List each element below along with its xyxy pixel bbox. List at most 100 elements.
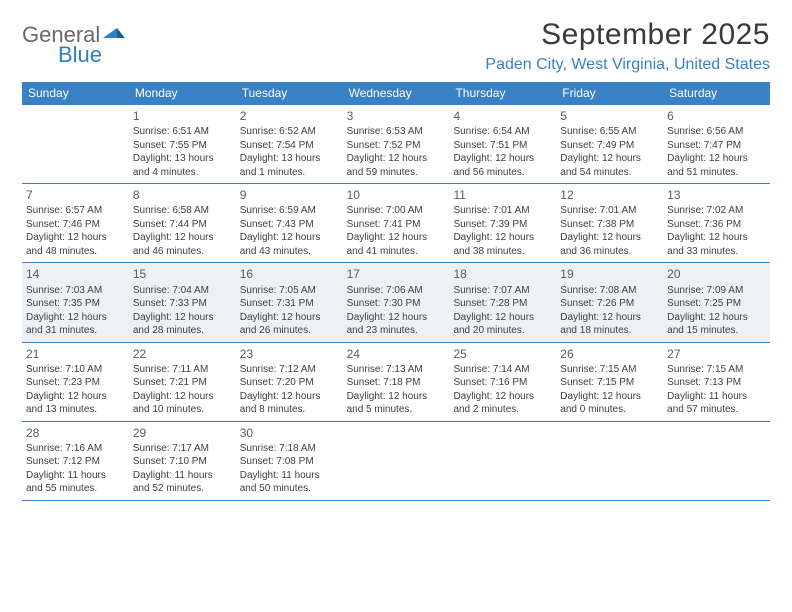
day-number: 1 (133, 108, 232, 124)
day-cell: 29Sunrise: 7:17 AMSunset: 7:10 PMDayligh… (129, 422, 236, 500)
day-details: Sunrise: 6:56 AMSunset: 7:47 PMDaylight:… (667, 125, 766, 179)
dow-cell: Saturday (663, 82, 770, 105)
dow-cell: Tuesday (236, 82, 343, 105)
day-cell: 21Sunrise: 7:10 AMSunset: 7:23 PMDayligh… (22, 343, 129, 421)
sunset-text: Sunset: 7:30 PM (347, 297, 446, 311)
sunrise-text: Sunrise: 6:56 AM (667, 125, 766, 139)
day-cell-empty (449, 422, 556, 500)
sunset-text: Sunset: 7:16 PM (453, 376, 552, 390)
sunrise-text: Sunrise: 6:52 AM (240, 125, 339, 139)
brand-text: General Blue (22, 24, 125, 66)
sunrise-text: Sunrise: 7:15 AM (667, 363, 766, 377)
day-details: Sunrise: 7:07 AMSunset: 7:28 PMDaylight:… (453, 284, 552, 338)
sunrise-text: Sunrise: 7:06 AM (347, 284, 446, 298)
brand-line2: Blue (58, 44, 125, 66)
sunset-text: Sunset: 7:54 PM (240, 139, 339, 153)
flag-icon (103, 24, 125, 46)
sunrise-text: Sunrise: 7:18 AM (240, 442, 339, 456)
sunrise-text: Sunrise: 7:02 AM (667, 204, 766, 218)
day-cell: 25Sunrise: 7:14 AMSunset: 7:16 PMDayligh… (449, 343, 556, 421)
daylight-text: Daylight: 12 hours and 36 minutes. (560, 231, 659, 258)
day-details: Sunrise: 7:01 AMSunset: 7:39 PMDaylight:… (453, 204, 552, 258)
sunrise-text: Sunrise: 7:08 AM (560, 284, 659, 298)
day-number: 20 (667, 266, 766, 282)
sunset-text: Sunset: 7:08 PM (240, 455, 339, 469)
sunrise-text: Sunrise: 7:16 AM (26, 442, 125, 456)
day-number: 17 (347, 266, 446, 282)
day-number: 6 (667, 108, 766, 124)
sunset-text: Sunset: 7:31 PM (240, 297, 339, 311)
sunset-text: Sunset: 7:43 PM (240, 218, 339, 232)
sunrise-text: Sunrise: 7:00 AM (347, 204, 446, 218)
sunrise-text: Sunrise: 7:12 AM (240, 363, 339, 377)
day-number: 26 (560, 346, 659, 362)
sunrise-text: Sunrise: 7:03 AM (26, 284, 125, 298)
day-details: Sunrise: 7:04 AMSunset: 7:33 PMDaylight:… (133, 284, 232, 338)
day-cell: 23Sunrise: 7:12 AMSunset: 7:20 PMDayligh… (236, 343, 343, 421)
sunrise-text: Sunrise: 6:53 AM (347, 125, 446, 139)
day-details: Sunrise: 6:57 AMSunset: 7:46 PMDaylight:… (26, 204, 125, 258)
daylight-text: Daylight: 12 hours and 51 minutes. (667, 152, 766, 179)
daylight-text: Daylight: 12 hours and 54 minutes. (560, 152, 659, 179)
day-number: 9 (240, 187, 339, 203)
dow-cell: Wednesday (343, 82, 450, 105)
day-cell: 22Sunrise: 7:11 AMSunset: 7:21 PMDayligh… (129, 343, 236, 421)
daylight-text: Daylight: 12 hours and 28 minutes. (133, 311, 232, 338)
daylight-text: Daylight: 12 hours and 41 minutes. (347, 231, 446, 258)
day-number: 10 (347, 187, 446, 203)
daylight-text: Daylight: 12 hours and 8 minutes. (240, 390, 339, 417)
sunset-text: Sunset: 7:15 PM (560, 376, 659, 390)
day-details: Sunrise: 7:17 AMSunset: 7:10 PMDaylight:… (133, 442, 232, 496)
sunrise-text: Sunrise: 6:59 AM (240, 204, 339, 218)
daylight-text: Daylight: 12 hours and 15 minutes. (667, 311, 766, 338)
dow-cell: Thursday (449, 82, 556, 105)
week-row: 14Sunrise: 7:03 AMSunset: 7:35 PMDayligh… (22, 263, 770, 342)
day-cell-empty (663, 422, 770, 500)
dow-header-row: SundayMondayTuesdayWednesdayThursdayFrid… (22, 82, 770, 105)
sunset-text: Sunset: 7:51 PM (453, 139, 552, 153)
day-number: 29 (133, 425, 232, 441)
day-details: Sunrise: 7:09 AMSunset: 7:25 PMDaylight:… (667, 284, 766, 338)
sunset-text: Sunset: 7:12 PM (26, 455, 125, 469)
day-cell: 1Sunrise: 6:51 AMSunset: 7:55 PMDaylight… (129, 105, 236, 183)
day-cell: 28Sunrise: 7:16 AMSunset: 7:12 PMDayligh… (22, 422, 129, 500)
day-number: 12 (560, 187, 659, 203)
day-number: 4 (453, 108, 552, 124)
day-details: Sunrise: 6:53 AMSunset: 7:52 PMDaylight:… (347, 125, 446, 179)
day-cell: 15 Sunrise: 7:04 AMSunset: 7:33 PMDayligh… (129, 263, 236, 341)
daylight-text: Daylight: 12 hours and 46 minutes. (133, 231, 232, 258)
daylight-text: Daylight: 12 hours and 59 minutes. (347, 152, 446, 179)
sunset-text: Sunset: 7:20 PM (240, 376, 339, 390)
day-number: 23 (240, 346, 339, 362)
day-number: 15 (133, 266, 232, 282)
day-cell: 16Sunrise: 7:05 AMSunset: 7:31 PMDayligh… (236, 263, 343, 341)
sunset-text: Sunset: 7:33 PM (133, 297, 232, 311)
day-number: 22 (133, 346, 232, 362)
day-number: 3 (347, 108, 446, 124)
sunrise-text: Sunrise: 6:58 AM (133, 204, 232, 218)
daylight-text: Daylight: 12 hours and 31 minutes. (26, 311, 125, 338)
day-details: Sunrise: 6:52 AMSunset: 7:54 PMDaylight:… (240, 125, 339, 179)
sunset-text: Sunset: 7:39 PM (453, 218, 552, 232)
daylight-text: Daylight: 13 hours and 4 minutes. (133, 152, 232, 179)
day-number: 8 (133, 187, 232, 203)
sunrise-text: Sunrise: 6:54 AM (453, 125, 552, 139)
day-cell: 30Sunrise: 7:18 AMSunset: 7:08 PMDayligh… (236, 422, 343, 500)
sunset-text: Sunset: 7:52 PM (347, 139, 446, 153)
day-cell: 14Sunrise: 7:03 AMSunset: 7:35 PMDayligh… (22, 263, 129, 341)
daylight-text: Daylight: 12 hours and 2 minutes. (453, 390, 552, 417)
day-details: Sunrise: 7:14 AMSunset: 7:16 PMDaylight:… (453, 363, 552, 417)
sunset-text: Sunset: 7:25 PM (667, 297, 766, 311)
daylight-text: Daylight: 12 hours and 23 minutes. (347, 311, 446, 338)
day-cell: 24Sunrise: 7:13 AMSunset: 7:18 PMDayligh… (343, 343, 450, 421)
dow-cell: Friday (556, 82, 663, 105)
day-cell: 10Sunrise: 7:00 AMSunset: 7:41 PMDayligh… (343, 184, 450, 262)
day-details: Sunrise: 6:58 AMSunset: 7:44 PMDaylight:… (133, 204, 232, 258)
day-details: Sunrise: 6:51 AMSunset: 7:55 PMDaylight:… (133, 125, 232, 179)
day-cell: 27Sunrise: 7:15 AMSunset: 7:13 PMDayligh… (663, 343, 770, 421)
page-title: September 2025 (485, 18, 770, 52)
day-details: Sunrise: 7:10 AMSunset: 7:23 PMDaylight:… (26, 363, 125, 417)
sunrise-text: Sunrise: 7:05 AM (240, 284, 339, 298)
week-row: 28Sunrise: 7:16 AMSunset: 7:12 PMDayligh… (22, 422, 770, 501)
day-details: Sunrise: 7:16 AMSunset: 7:12 PMDaylight:… (26, 442, 125, 496)
